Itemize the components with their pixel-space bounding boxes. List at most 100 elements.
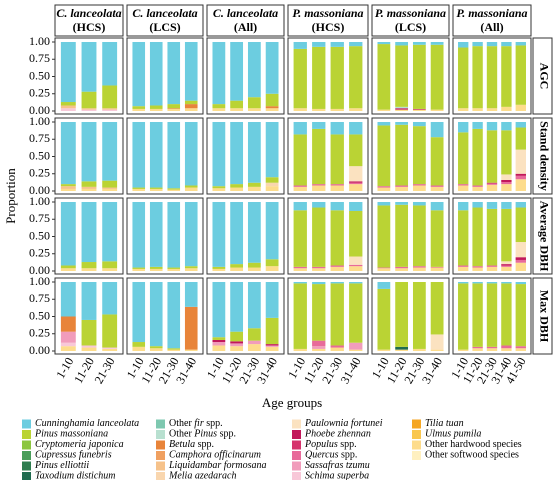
bar-segment	[212, 266, 226, 269]
bar-segment	[349, 256, 363, 265]
legend-label: Liquidambar formosana	[168, 460, 267, 471]
bar-segment	[472, 185, 483, 187]
bar-segment	[501, 266, 512, 271]
bar-segment	[486, 182, 498, 184]
bar-segment	[293, 210, 307, 267]
bar-segment	[212, 339, 226, 343]
bar-segment	[349, 166, 363, 182]
bar-segment	[412, 108, 426, 110]
bar-segment	[458, 122, 469, 133]
bar-segment	[458, 265, 469, 267]
bar-segment	[395, 42, 409, 46]
bar-segment	[312, 108, 326, 111]
bar-segment	[81, 262, 97, 269]
bar-segment	[412, 42, 426, 45]
bar-segment	[265, 182, 279, 187]
bar-segment	[81, 181, 97, 187]
y-tick-label: 0.50	[29, 228, 50, 242]
bar-segment	[102, 347, 118, 349]
bar-segment	[247, 340, 261, 345]
bar-segment	[230, 282, 244, 332]
bar-segment	[102, 188, 118, 191]
bar-segment	[349, 182, 363, 185]
bar-segment	[230, 331, 244, 342]
bar-segment	[486, 122, 498, 131]
bar-segment	[312, 340, 326, 347]
bar-segment	[515, 175, 526, 180]
bar-segment	[293, 282, 307, 284]
bar-segment	[349, 134, 363, 167]
bar-segment	[412, 205, 426, 267]
bar-segment	[312, 128, 326, 185]
bar-segment	[81, 347, 97, 351]
bar-segment	[312, 346, 326, 349]
bar-segment	[312, 185, 326, 191]
bar-segment	[60, 105, 76, 109]
legend-label: Other fir spp.	[169, 418, 223, 429]
bar-segment	[515, 282, 526, 285]
bar-segment	[501, 46, 512, 107]
bar-segment	[293, 202, 307, 211]
y-tick-label: 1.00	[29, 194, 50, 208]
bar-segment	[501, 265, 512, 267]
bar-segment	[330, 202, 344, 211]
legend-swatch	[156, 451, 165, 460]
bar-segment	[132, 202, 146, 268]
bar-segment	[349, 108, 363, 111]
bar-segment	[184, 282, 198, 307]
bar-segment	[395, 45, 409, 107]
bar-segment	[167, 349, 181, 351]
bar-segment	[377, 44, 391, 110]
bar-segment	[265, 177, 279, 183]
bar-segment	[102, 108, 118, 110]
bar-segment	[102, 348, 118, 351]
y-axis-label: Proportion	[3, 168, 18, 224]
bar-segment	[212, 282, 226, 338]
bar-segment	[60, 188, 76, 191]
legend-label: Taxodium distichum	[35, 471, 115, 480]
y-tick-label: 0.75	[29, 211, 50, 225]
bar-segment	[293, 268, 307, 271]
bar-segment	[132, 268, 146, 271]
bar-segment	[472, 108, 483, 111]
bar-segment	[330, 122, 344, 135]
bar-segment	[265, 106, 279, 109]
bar-segment	[395, 204, 409, 267]
bar-segment	[395, 202, 409, 205]
bar-segment	[377, 187, 391, 191]
bar-segment	[486, 208, 498, 266]
bar-segment	[458, 185, 469, 191]
bar-segment	[412, 266, 426, 268]
bar-segment	[395, 106, 409, 109]
bar-segment	[515, 346, 526, 349]
legend-swatch	[292, 440, 301, 450]
legend-label: Pinus elliottii	[34, 460, 89, 471]
bar-segment	[349, 349, 363, 351]
bar-segment	[132, 122, 146, 188]
bar-segment	[458, 184, 469, 186]
bar-segment	[330, 134, 344, 185]
bar-segment	[377, 125, 391, 187]
bar-segment	[265, 186, 279, 191]
bar-segment	[430, 44, 444, 110]
bar-segment	[472, 207, 483, 267]
bar-segment	[247, 328, 261, 341]
bar-segment	[102, 314, 118, 348]
bar-segment	[132, 106, 146, 109]
facet-species: C. lanceolata	[132, 6, 197, 20]
bar-segment	[184, 122, 198, 186]
bar-segment	[412, 282, 426, 349]
bar-segment	[349, 184, 363, 191]
bar-segment	[349, 42, 363, 47]
bar-segment	[515, 202, 526, 208]
bar-segment	[486, 46, 498, 109]
legend-swatch	[412, 419, 421, 429]
bar-segment	[412, 109, 426, 111]
bar-segment	[515, 242, 526, 258]
facet-species: P. massoniana	[292, 6, 363, 20]
bar-segment	[102, 122, 118, 181]
bar-segment	[60, 202, 76, 266]
bar-segment	[149, 108, 163, 111]
bar-segment	[293, 134, 307, 186]
bar-segment	[167, 268, 181, 271]
